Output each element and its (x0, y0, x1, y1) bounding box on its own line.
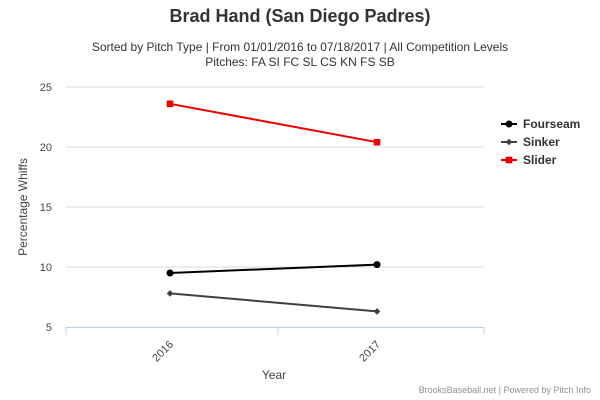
series-group (166, 100, 381, 315)
data-point-sinker (166, 290, 174, 297)
series-slider (166, 100, 381, 146)
series-fourseam (166, 261, 381, 277)
series-line-fourseam (169, 263, 378, 274)
legend-label-slider: Slider (523, 153, 557, 167)
chart-subtitle: Sorted by Pitch Type | From 01/01/2016 t… (0, 40, 600, 70)
data-point-slider (373, 138, 381, 146)
subtitle-line-2: Pitches: FA SI FC SL CS KN FS SB (205, 55, 395, 69)
y-tick-label: 5 (46, 322, 52, 334)
y-tick-label: 25 (40, 82, 52, 94)
legend-item-sinker[interactable]: Sinker (501, 135, 560, 149)
data-point-sinker (373, 308, 381, 315)
data-point-fourseam (166, 269, 174, 277)
legend[interactable]: Fourseam Sinker Slider (501, 117, 580, 167)
legend-item-fourseam[interactable]: Fourseam (501, 117, 580, 131)
legend-marker-fourseam (505, 120, 513, 128)
series-line-slider (169, 102, 378, 144)
data-point-fourseam (373, 261, 381, 269)
legend-item-slider[interactable]: Slider (501, 153, 557, 167)
legend-label-sinker: Sinker (523, 135, 560, 149)
y-tick-label: 20 (40, 142, 52, 154)
x-axis-title: Year (262, 368, 286, 382)
credit-text: BrooksBaseball.net | Powered by Pitch In… (418, 385, 591, 395)
x-tick-label: 2016 (150, 339, 176, 365)
legend-marker-slider (505, 156, 513, 164)
legend-label-fourseam: Fourseam (523, 117, 580, 131)
subtitle-line-1: Sorted by Pitch Type | From 01/01/2016 t… (91, 40, 509, 54)
series-sinker (166, 290, 381, 315)
grid-lines (66, 86, 484, 268)
axes: 5 10 15 20 25 2016 2017 (40, 82, 485, 365)
x-tick-label: 2017 (357, 339, 383, 365)
y-axis-title: Percentage Whiffs (16, 158, 30, 256)
y-tick-label: 10 (40, 262, 52, 274)
legend-marker-sinker (505, 138, 513, 146)
chart-title: Brad Hand (San Diego Padres) (169, 6, 431, 26)
y-tick-label: 15 (40, 202, 52, 214)
data-point-slider (166, 100, 174, 108)
series-line-sinker (169, 292, 378, 313)
